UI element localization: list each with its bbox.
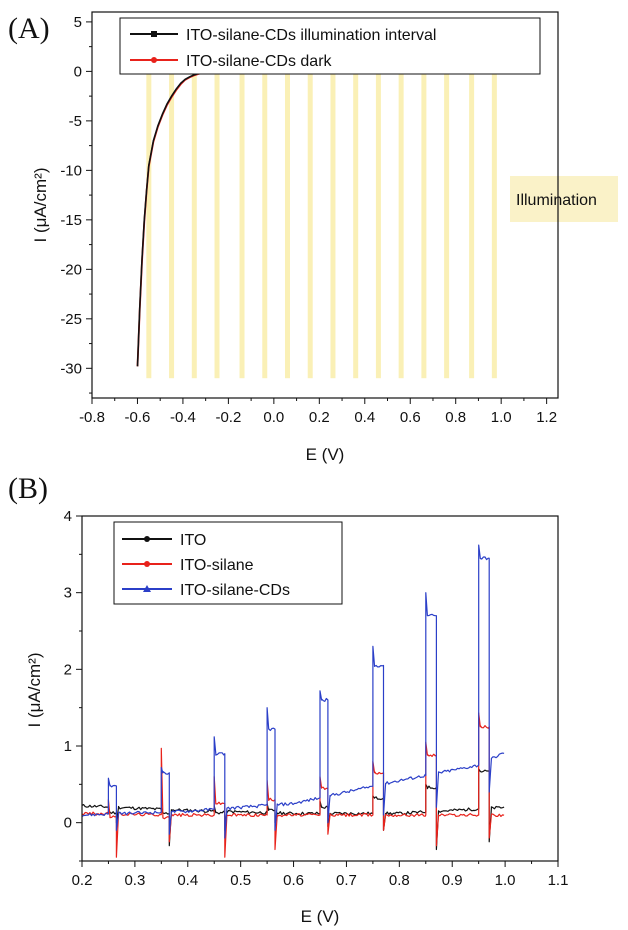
panel-b-ytick-label: 0 xyxy=(64,815,72,832)
panel-a-xtick-label: 0.6 xyxy=(400,409,421,426)
series-ito-line xyxy=(81,768,505,851)
panel-a-ticks: -0.8 -0.6 -0.4 -0.2 0.0 0.2 0.4 0.6 0.8 1.0 1.2 5 0 -… xyxy=(60,14,557,426)
panel-a-xtick-label: -0.6 xyxy=(125,409,151,426)
illumination-band-7 xyxy=(307,41,313,379)
panel-b-ytick-label: 1 xyxy=(64,738,72,755)
legend-label-ito: ITO xyxy=(180,532,206,549)
plot-b-area xyxy=(81,544,505,858)
panel-b-tag: (B) xyxy=(8,472,48,505)
panel-a-xtick-label: 1.2 xyxy=(536,409,557,426)
panel-b-ytick-label: 4 xyxy=(64,508,72,525)
panel-a-xtick-label: 0.0 xyxy=(263,409,284,426)
legend-marker-ito xyxy=(144,536,150,542)
panel-b-xtick-label: 0.4 xyxy=(177,872,198,889)
illumination-bands xyxy=(146,41,497,379)
legend-label-ito-silane-cds: ITO-silane-CDs xyxy=(180,582,290,599)
panel-a-xtick-label: 0.2 xyxy=(309,409,330,426)
legend-label-dark: ITO-silane-CDs dark xyxy=(186,53,333,70)
panel-a-ytick-label: -20 xyxy=(60,261,82,278)
series-ito-silane-line xyxy=(81,712,505,858)
panel-a-ytick-label: -30 xyxy=(60,360,82,377)
illumination-band-5 xyxy=(262,41,268,379)
illumination-band-1 xyxy=(169,41,175,379)
panel-b-ticks: 0.2 0.3 0.4 0.5 0.6 0.7 0.8 0.9 1.0 1.1 4 3 2 1 0 xyxy=(64,508,569,889)
panel-a-xtick-label: -0.4 xyxy=(170,409,196,426)
panel-a-ytick-label: -25 xyxy=(60,311,82,328)
panel-a-ylabel: I (μA/cm²) xyxy=(31,168,50,243)
illumination-band-12 xyxy=(421,41,427,379)
panel-a-legend-box xyxy=(119,17,541,75)
illumination-band-15 xyxy=(491,41,497,379)
panel-b-legend-box xyxy=(113,521,343,605)
illumination-band-2 xyxy=(191,41,197,379)
panel-b-ylabel: I (μA/cm²) xyxy=(25,653,44,728)
panel-b-xtick-label: 0.8 xyxy=(389,872,410,889)
panel-a-ytick-label: 5 xyxy=(74,14,82,31)
legend-marker-illumination xyxy=(151,31,157,37)
legend-label-illumination: ITO-silane-CDs illumination interval xyxy=(186,27,436,44)
panel-b-xtick-label: 1.1 xyxy=(548,872,569,889)
illumination-band-10 xyxy=(375,41,381,379)
panel-a-xtick-label: -0.8 xyxy=(79,409,105,426)
illumination-band-11 xyxy=(398,41,404,379)
illumination-band-6 xyxy=(284,41,290,379)
legend-label-ito-silane: ITO-silane xyxy=(180,557,254,574)
panel-b-ytick-label: 3 xyxy=(64,585,72,602)
panel-b-legend: ITO ITO-silane ITO-silane-CDs xyxy=(113,521,343,605)
panel-a-ytick-label: -15 xyxy=(60,212,82,229)
illumination-band-3 xyxy=(214,41,220,379)
panel-b-xtick-label: 0.2 xyxy=(72,872,93,889)
panel-a-xtick-label: 0.4 xyxy=(354,409,375,426)
illumination-label: Illumination xyxy=(516,192,597,209)
panel-b-xtick-label: 0.7 xyxy=(336,872,357,889)
illumination-band-8 xyxy=(330,41,336,379)
legend-marker-ito-silane xyxy=(144,561,150,567)
illumination-band-4 xyxy=(239,41,245,379)
panel-b-xtick-label: 0.5 xyxy=(230,872,251,889)
panel-b-xtick-label: 1.0 xyxy=(495,872,516,889)
panel-a-xtick-label: -0.2 xyxy=(215,409,241,426)
illumination-band-9 xyxy=(353,41,359,379)
series-ito-silane-cds-line xyxy=(81,544,505,839)
illumination-band-14 xyxy=(469,41,475,379)
panel-b-ytick-label: 2 xyxy=(64,661,72,678)
panel-a-xtick-label: 0.8 xyxy=(445,409,466,426)
illumination-band-13 xyxy=(444,41,450,379)
illumination-band-0 xyxy=(146,41,152,379)
panel-b-xlabel: E (V) xyxy=(301,907,340,926)
legend-marker-ito-silane-cds xyxy=(143,585,151,592)
plot-a-frame xyxy=(91,11,559,399)
panel-a-legend: ITO-silane-CDs illumination interval ITO… xyxy=(119,17,541,75)
panel-b-xtick-label: 0.6 xyxy=(283,872,304,889)
panel-a-ytick-label: -5 xyxy=(69,113,82,130)
panel-a-ytick-label: -10 xyxy=(60,162,82,179)
panel-b-xtick-label: 0.3 xyxy=(124,872,145,889)
panel-a-tag: (A) xyxy=(8,12,50,45)
legend-marker-dark xyxy=(151,57,157,63)
panel-b-xtick-label: 0.9 xyxy=(442,872,463,889)
panel-a-ytick-label: 0 xyxy=(74,63,82,80)
panel-a-xtick-label: 1.0 xyxy=(491,409,512,426)
panel-a-xlabel: E (V) xyxy=(306,445,345,464)
illumination-box xyxy=(510,176,618,222)
